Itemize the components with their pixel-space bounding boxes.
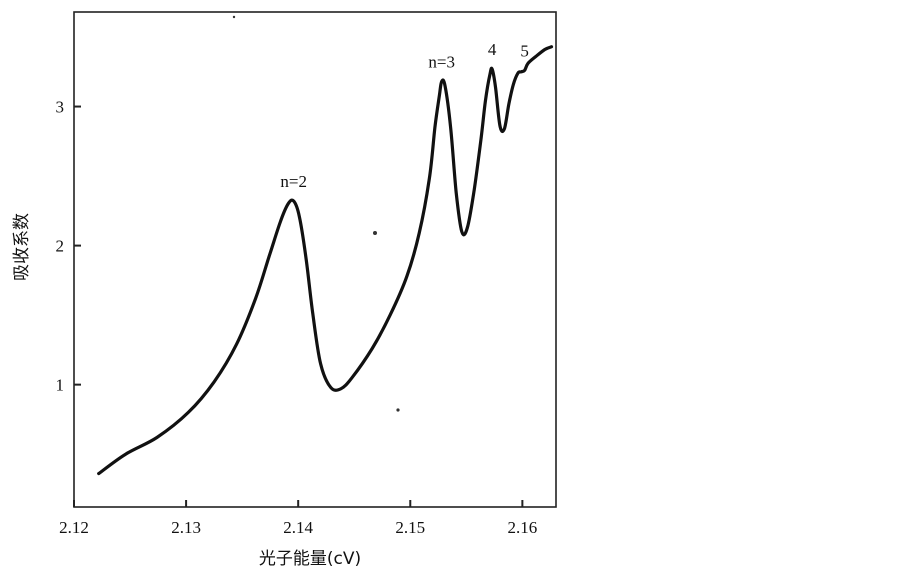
- x-tick-label: 2.12: [59, 518, 89, 537]
- x-tick-label: 2.16: [507, 518, 537, 537]
- peak-label: 4: [488, 40, 497, 59]
- plot-frame: [73, 11, 557, 508]
- y-tick-label: 2: [56, 237, 65, 256]
- y-tick-label: 1: [56, 376, 65, 395]
- peak-annotations: n=2 n=3 4 5: [280, 40, 528, 191]
- peak-label: n=3: [428, 53, 455, 72]
- scan-specks: [232, 15, 400, 412]
- x-axis-title: 光子能量(cV): [259, 549, 361, 569]
- speck: [396, 408, 400, 412]
- peak-label: 5: [520, 41, 529, 60]
- x-tick-label: 2.15: [395, 518, 425, 537]
- y-tick-labels: 1 2 3: [56, 98, 65, 395]
- x-tick-label: 2.13: [171, 518, 201, 537]
- series-line: [97, 45, 554, 476]
- peak-label: n=2: [280, 172, 307, 191]
- x-tick-labels: 2.12 2.13 2.14 2.15 2.16: [59, 518, 537, 537]
- ticks: [73, 105, 524, 507]
- speck: [373, 231, 377, 235]
- y-axis-title: 吸收系数: [12, 213, 32, 281]
- x-tick-label: 2.14: [283, 518, 313, 537]
- speck: [232, 15, 236, 19]
- y-tick-label: 3: [56, 98, 65, 117]
